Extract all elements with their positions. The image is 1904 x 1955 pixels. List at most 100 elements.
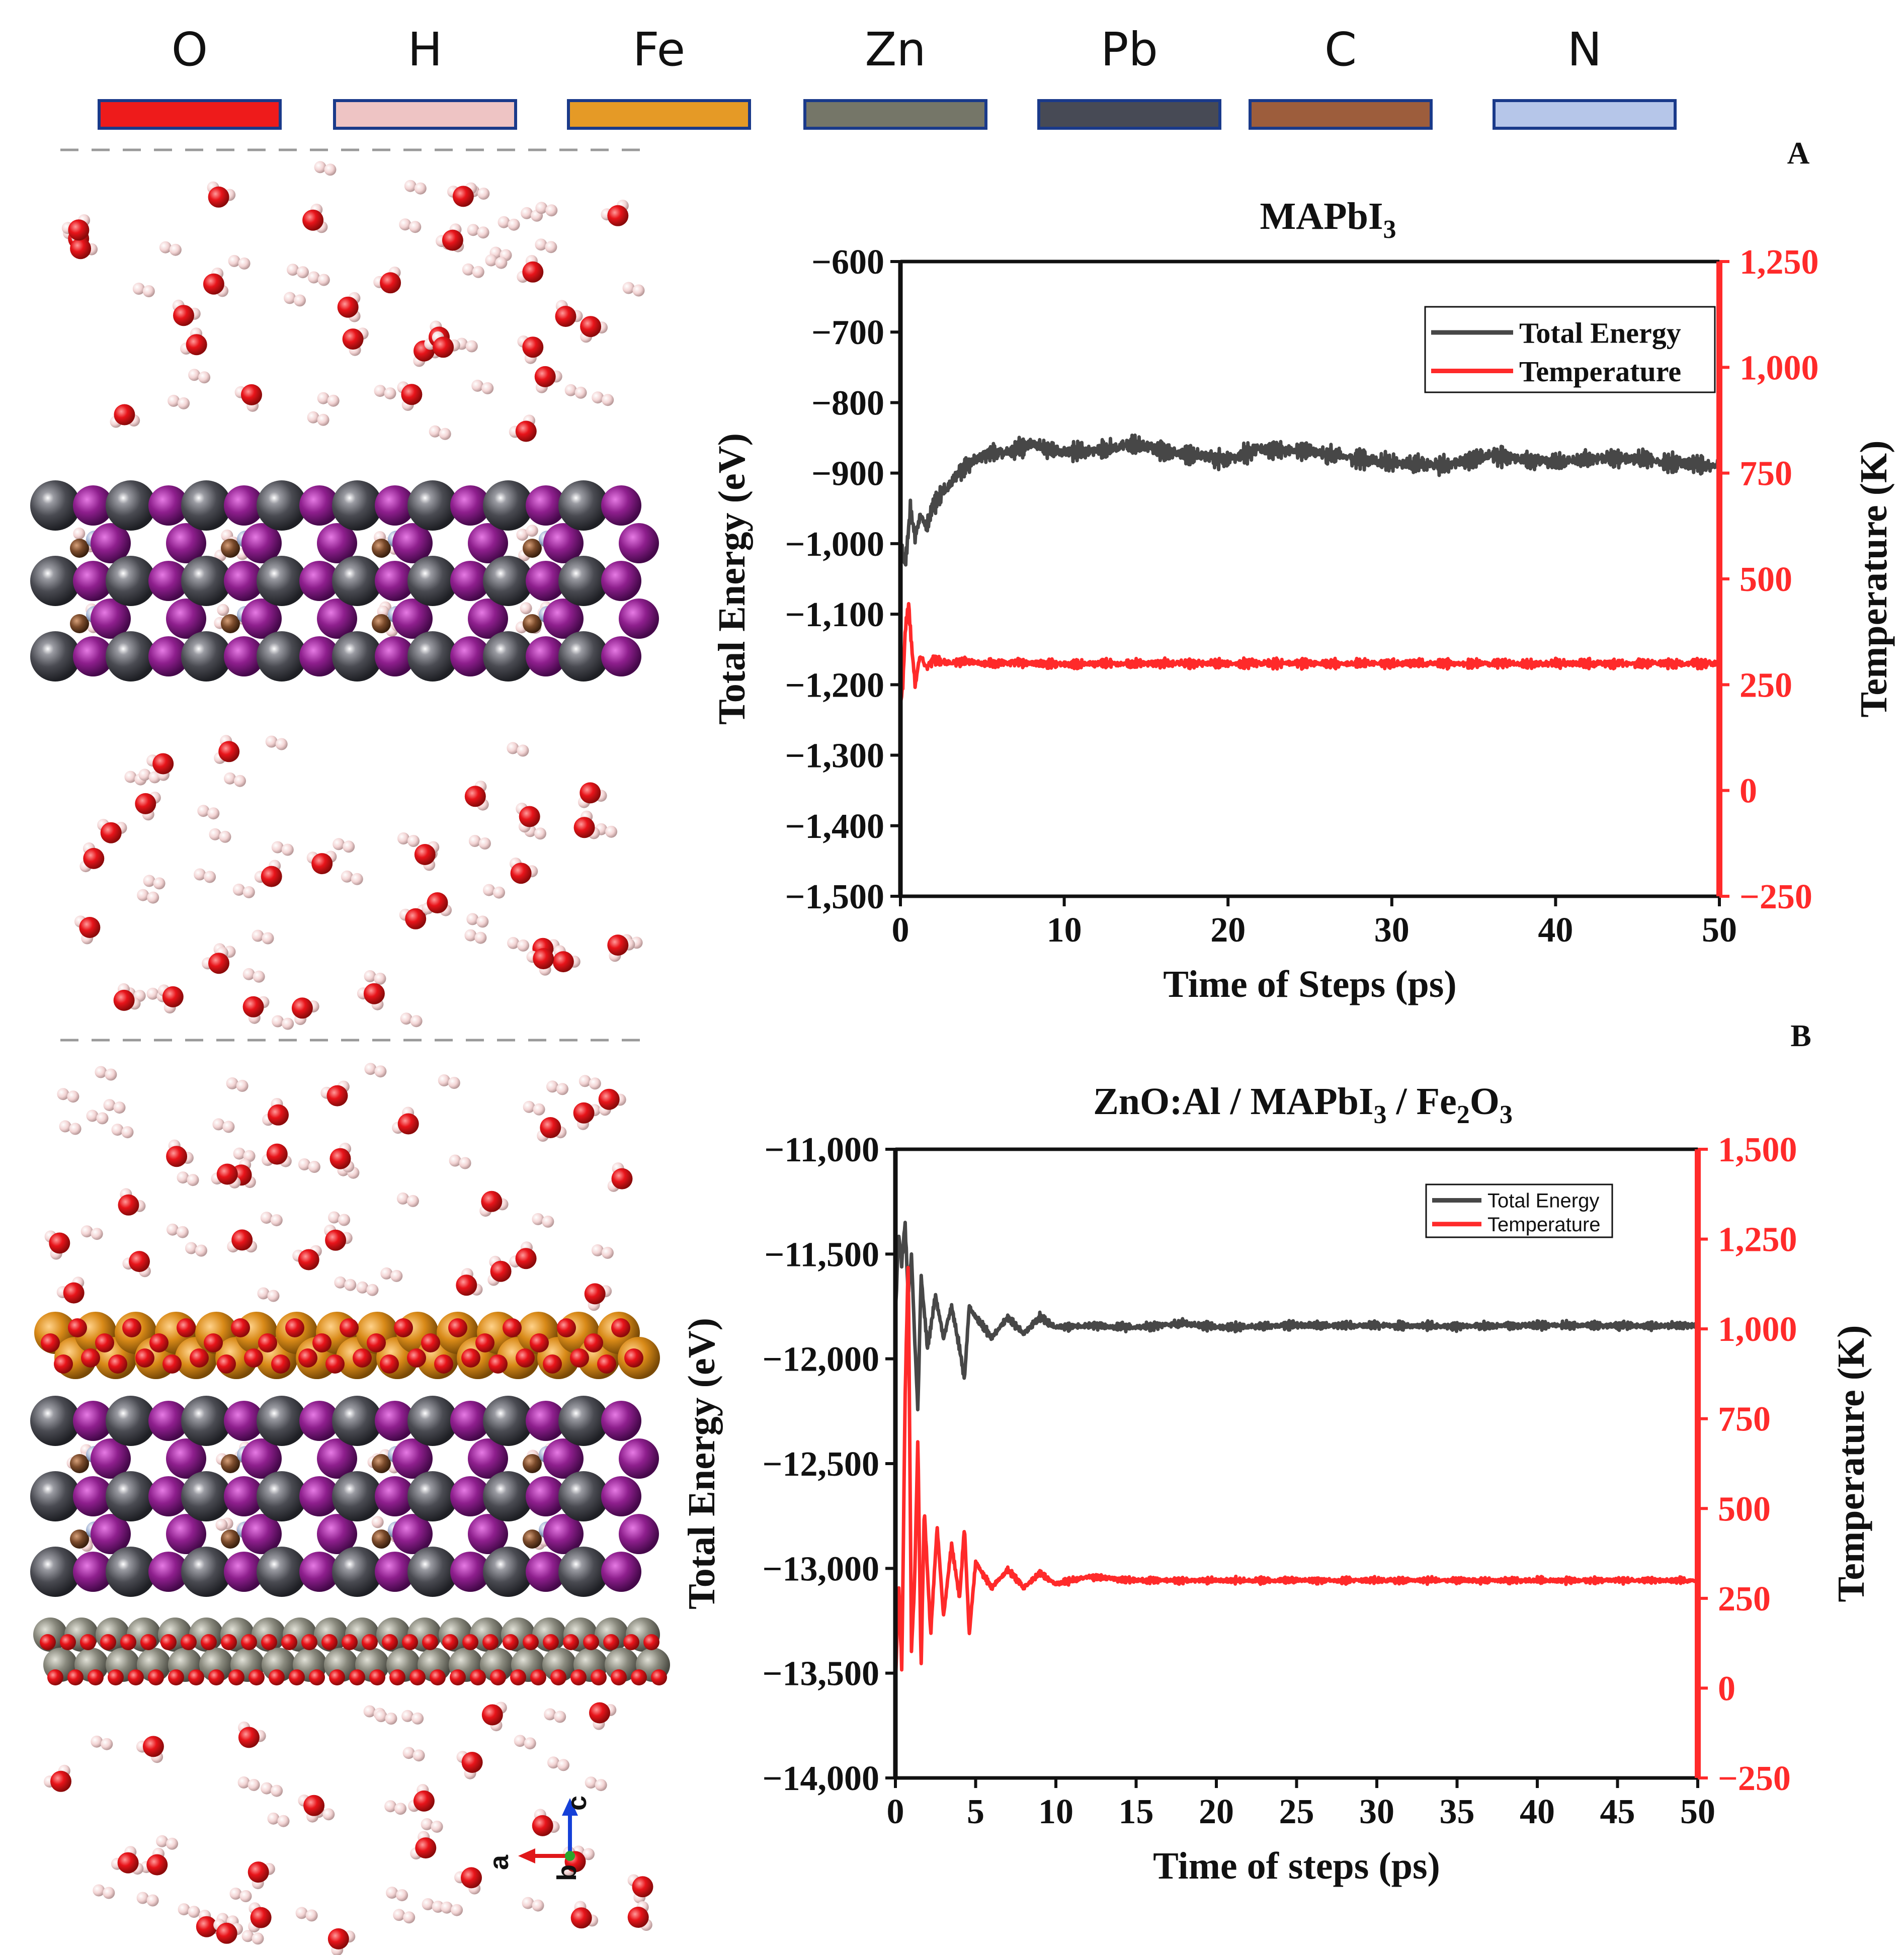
atom-i: [148, 636, 189, 676]
y-tick-label: −12,000: [763, 1340, 879, 1379]
atom-o: [643, 1634, 659, 1650]
atom-o: [129, 1251, 150, 1272]
atom-o: [261, 866, 282, 887]
atom-o: [326, 1085, 348, 1107]
atom-o: [523, 1634, 539, 1650]
atom-h: [217, 604, 229, 616]
atom-i: [450, 561, 490, 601]
atom-h: [449, 1154, 461, 1167]
atom-o: [177, 1318, 196, 1337]
atom-h: [284, 292, 296, 304]
atom-o: [340, 1318, 359, 1337]
atom-o: [450, 1669, 466, 1685]
atom-pb: [407, 1547, 458, 1597]
atom-pb: [407, 631, 458, 682]
atom-h: [585, 1776, 597, 1789]
atom-o: [367, 1333, 386, 1352]
atom-o: [100, 822, 122, 843]
y-tick-label: −1,500: [785, 878, 884, 916]
atom-c: [70, 539, 89, 558]
atom-zn: [480, 1648, 514, 1682]
atom-h: [307, 271, 320, 284]
atom-o: [534, 366, 556, 387]
atom-o: [461, 1752, 483, 1773]
atom-h: [298, 1158, 310, 1170]
atom-o: [83, 847, 105, 869]
atom-h: [545, 204, 558, 217]
y-tick-label: −12,500: [763, 1445, 879, 1484]
atom-c: [221, 539, 240, 558]
atom-o: [321, 1634, 338, 1650]
atom-o: [268, 1104, 289, 1126]
element-legend-zn: Zn: [803, 23, 987, 130]
atom-h: [514, 1735, 526, 1747]
atom-h: [523, 1100, 535, 1113]
atom-h: [535, 238, 547, 251]
atom-i: [619, 1514, 659, 1554]
atom-o: [160, 1634, 177, 1650]
atom-h: [229, 1888, 242, 1900]
atom-o: [231, 1318, 250, 1337]
atom-i: [601, 1476, 641, 1516]
atom-o: [135, 1348, 154, 1368]
atom-pb: [407, 1396, 458, 1446]
atom-h: [209, 828, 221, 840]
atom-o: [409, 1669, 426, 1685]
atom-h: [247, 1778, 260, 1791]
y-tick-label: −1,300: [785, 737, 884, 776]
atom-h: [386, 1887, 398, 1899]
atom-o: [405, 908, 427, 929]
atom-i: [526, 1552, 566, 1592]
atom-o: [41, 1333, 60, 1352]
atom-o: [208, 186, 229, 208]
atom-o: [168, 1669, 184, 1685]
atom-i: [73, 561, 113, 601]
atom-o: [456, 1274, 477, 1296]
y-tick-label: −1,200: [785, 666, 884, 705]
atom-h: [384, 387, 396, 400]
atom-h: [178, 1903, 190, 1916]
atom-c: [70, 614, 89, 633]
atom-h: [177, 1171, 189, 1184]
atom-h: [534, 827, 546, 840]
x-tick-label: 40: [1520, 1793, 1555, 1831]
atom-o: [162, 986, 184, 1007]
atom-h: [601, 1246, 614, 1259]
atom-h: [401, 1710, 414, 1722]
atom-o: [611, 1318, 630, 1337]
x-tick-label: 45: [1600, 1793, 1635, 1831]
atom-h: [477, 226, 489, 239]
atom-h: [93, 1884, 105, 1897]
atom-o: [503, 1318, 522, 1337]
atom-i: [91, 599, 131, 639]
atom-o: [49, 1232, 70, 1254]
atom-i: [148, 1476, 189, 1516]
atom-h: [481, 382, 494, 394]
atom-i: [241, 1514, 282, 1554]
atom-h: [364, 1063, 377, 1075]
atom-h: [374, 385, 386, 397]
atom-h: [324, 163, 337, 176]
atom-h: [333, 838, 345, 851]
atom-h: [451, 1904, 463, 1916]
atom-i: [224, 1401, 264, 1441]
atom-o: [108, 1354, 127, 1374]
atom-h: [281, 843, 294, 856]
atom-c: [372, 1529, 391, 1549]
atom-pb: [181, 1396, 231, 1446]
atom-h: [393, 1909, 405, 1921]
atom-i: [148, 1552, 189, 1592]
atom-i: [392, 523, 433, 563]
atom-o: [120, 1634, 136, 1650]
atom-h: [526, 525, 538, 537]
atom-h: [257, 1287, 270, 1300]
atom-o: [298, 1348, 317, 1368]
atom-h: [185, 1242, 197, 1254]
y-tick-label: −11,500: [764, 1235, 879, 1274]
atom-h: [462, 263, 474, 276]
atom-i: [450, 485, 490, 526]
atom-h: [564, 384, 577, 396]
atom-o: [303, 1795, 325, 1816]
atom-pb: [558, 1396, 609, 1446]
